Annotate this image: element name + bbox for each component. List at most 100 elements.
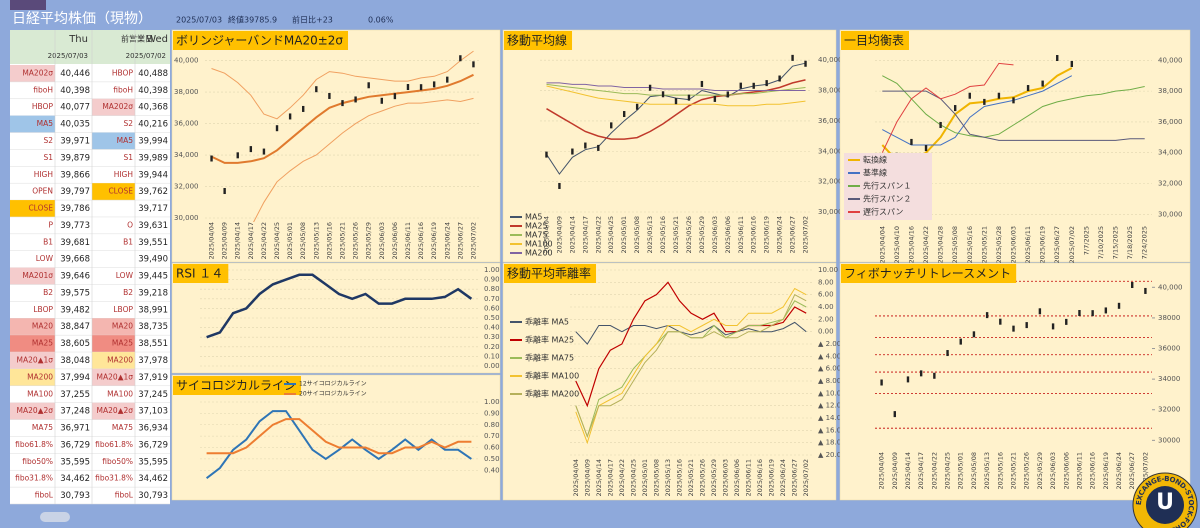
x-tick-label: 2025/06/11 — [737, 216, 745, 253]
price-mark — [341, 100, 344, 107]
label-cell-bg — [10, 115, 55, 133]
x-tick-label: 2025/05/01 — [620, 216, 628, 253]
series-line — [881, 62, 1014, 153]
x-tick-label: 2025/05/13 — [646, 216, 654, 253]
chart-title: サイコロジカルライン — [176, 379, 296, 393]
thumbnail — [10, 0, 46, 10]
row-value: 36,934 — [138, 424, 168, 434]
series-line — [546, 62, 806, 175]
row-value: 38,551 — [138, 339, 168, 349]
row-label: LOW — [36, 254, 54, 263]
y-tick-label: 0.80 — [484, 285, 500, 293]
row-value: 39,445 — [138, 272, 168, 282]
x-tick-label: 2025/06/11 — [1075, 452, 1083, 489]
series-line — [575, 287, 807, 445]
x-tick-label: 2025/04/17 — [247, 222, 255, 259]
y-tick-label: ▲ 10.00 — [818, 389, 846, 397]
x-tick-label: 2025/05/13 — [664, 459, 672, 496]
series-line — [882, 75, 1145, 138]
x-tick-label: 2025/04/04 — [572, 459, 580, 496]
legend-label: 基準線 — [863, 168, 887, 178]
y-tick-label: 40,000 — [174, 57, 199, 65]
x-tick-label: 2025/06/06 — [733, 459, 741, 496]
price-mark — [674, 98, 678, 105]
price-mark — [472, 61, 475, 68]
row-label: MA200 — [27, 372, 53, 381]
price-mark — [275, 125, 279, 132]
x-tick-label: 2025/05/16 — [996, 452, 1004, 489]
x-tick-label: 2025/04/22 — [922, 226, 930, 263]
y-tick-label: 0.60 — [484, 304, 500, 312]
price-mark — [354, 96, 357, 103]
row-value: 38,605 — [60, 339, 90, 349]
y-tick-label: 38,000 — [1158, 87, 1183, 95]
y-tick-label: 0.90 — [484, 409, 500, 417]
row-value: 40,368 — [138, 103, 168, 113]
row-label: B1 — [43, 237, 53, 246]
series-line — [882, 90, 1145, 141]
x-tick-label: 2025/04/09 — [221, 222, 229, 259]
price-mark — [1091, 310, 1094, 317]
x-tick-label: 2025/06/27 — [791, 459, 799, 496]
price-mark — [393, 93, 397, 100]
row-label: CLOSE — [28, 204, 53, 213]
price-mark — [968, 92, 971, 99]
y-tick-label: 0.90 — [484, 276, 500, 284]
x-tick-label: 2025/05/26 — [352, 222, 360, 259]
price-mark — [1025, 322, 1028, 329]
y-tick-label: 6.00 — [818, 291, 834, 299]
panel — [502, 262, 837, 501]
y-tick-label: ▲ 8.00 — [818, 377, 841, 385]
x-tick-label: 2025/06/16 — [750, 216, 758, 253]
y-tick-label: 0.10 — [484, 352, 500, 360]
label-cell-bg — [92, 352, 135, 369]
y-tick-label: 30,000 — [818, 208, 843, 216]
chart-title: ボリンジャーバンドMA20±2σ — [176, 34, 343, 48]
x-tick-label: 2025/06/24 — [443, 222, 451, 259]
chart-title-bg — [504, 264, 597, 283]
row-label: B2 — [43, 288, 53, 297]
legend-label: 乖離率 MA100 — [525, 371, 579, 381]
table-header — [10, 30, 170, 64]
x-tick-label: 2025/04/14 — [904, 452, 912, 489]
y-tick-label: 34,000 — [818, 147, 843, 155]
y-tick-label: 1.00 — [484, 398, 500, 406]
y-tick-label: 0.50 — [484, 455, 500, 463]
y-tick-label: 40,000 — [1158, 56, 1183, 64]
price-mark — [610, 122, 613, 129]
x-tick-label: 2025/04/22 — [618, 459, 626, 496]
x-tick-label: 2025/04/25 — [607, 216, 615, 253]
x-tick-label: 2025/05/01 — [286, 222, 294, 259]
price-mark — [953, 105, 957, 112]
price-mark — [288, 113, 292, 120]
price-mark — [919, 370, 923, 377]
price-mark — [558, 182, 561, 189]
row-value: 36,971 — [60, 424, 90, 434]
x-tick-label: 7/15/2025 — [1112, 226, 1120, 259]
row-value: 39,575 — [60, 288, 90, 298]
y-tick-label: ▲ 16.00 — [818, 426, 846, 434]
row-label: fibo50% — [22, 457, 53, 466]
label-cell-bg — [10, 65, 55, 82]
x-tick-label: 2025/06/19 — [430, 222, 438, 259]
y-tick-label: 1.00 — [484, 266, 500, 274]
row-label: fibo50% — [102, 457, 133, 466]
price-mark — [262, 148, 266, 155]
legend-label: 12サイコロジカルライン — [299, 381, 367, 388]
header-percent: 0.06% — [368, 16, 394, 25]
row-value: 39,797 — [60, 187, 90, 197]
y-tick-label: 40,000 — [1158, 283, 1183, 291]
price-mark — [648, 84, 652, 91]
price-mark — [778, 75, 781, 82]
row-value: 38,847 — [60, 322, 90, 332]
price-mark — [997, 92, 1001, 99]
x-tick-label: 2025/05/16 — [675, 459, 683, 496]
header-cell: 前営業日 — [121, 34, 153, 44]
row-label: OPEN — [32, 187, 53, 196]
row-value: 40,035 — [60, 120, 90, 130]
y-tick-label: ▲ 20.00 — [818, 451, 846, 459]
row-label: fibo31.8% — [15, 474, 53, 483]
row-value: 39,646 — [60, 272, 90, 282]
row-label: S2 — [43, 136, 53, 145]
